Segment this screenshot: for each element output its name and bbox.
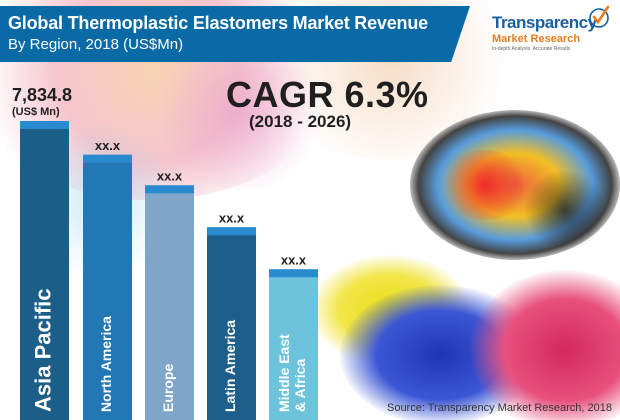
cagr-value: CAGR 6.3% bbox=[226, 74, 429, 115]
chart-title: Global Thermoplastic Elastomers Market R… bbox=[8, 13, 428, 33]
data-label: xx.x bbox=[157, 168, 183, 183]
data-label: xx.x bbox=[95, 138, 121, 153]
bar-cap bbox=[207, 227, 256, 236]
data-label: xx.x bbox=[281, 252, 307, 267]
logo-brand-text: Transparency bbox=[492, 13, 597, 32]
bar-middle-east-africa bbox=[269, 269, 318, 420]
checkmark-icon bbox=[589, 5, 610, 28]
bar-group: xx.x Latin America bbox=[207, 210, 256, 420]
category-label: Middle East bbox=[276, 334, 292, 412]
data-label: xx.x bbox=[219, 210, 245, 225]
cagr-period: (2018 - 2026) bbox=[249, 112, 352, 131]
logo-tagline: In-depth Analysis. Accurate Results bbox=[492, 46, 571, 52]
title-banner: Global Thermoplastic Elastomers Market R… bbox=[0, 6, 470, 62]
category-label: Europe bbox=[160, 364, 176, 412]
category-label: North America bbox=[98, 316, 114, 412]
data-label: 7,834.8 bbox=[12, 85, 72, 105]
bar-europe bbox=[145, 185, 194, 420]
bar-cap bbox=[83, 154, 132, 163]
data-label-unit: (US$ Mn) bbox=[12, 106, 60, 118]
category-label: Latin America bbox=[222, 320, 238, 412]
bar-group: 7,834.8(US$ Mn) Asia Pacific bbox=[12, 85, 72, 420]
bar-asia-pacific bbox=[20, 121, 69, 420]
company-logo: Transparency Market Research In-depth An… bbox=[492, 5, 616, 54]
chart-subtitle: By Region, 2018 (US$Mn) bbox=[8, 36, 184, 53]
bar-group: xx.x Europe bbox=[145, 168, 194, 420]
bar-cap bbox=[145, 185, 194, 194]
category-label: & Africa bbox=[292, 359, 308, 412]
source-note: Source: Transparency Market Research, 20… bbox=[386, 402, 612, 414]
logo-sub-text: Market Research bbox=[492, 33, 581, 45]
bar-north-america bbox=[83, 154, 132, 420]
bar-latin-america bbox=[207, 227, 256, 420]
bar-cap bbox=[269, 269, 318, 278]
bar-cap bbox=[20, 121, 69, 129]
category-label: Asia Pacific bbox=[30, 288, 55, 412]
bar-group: xx.x Middle East & Africa bbox=[269, 252, 318, 420]
bar-group: xx.x North America bbox=[83, 138, 132, 420]
